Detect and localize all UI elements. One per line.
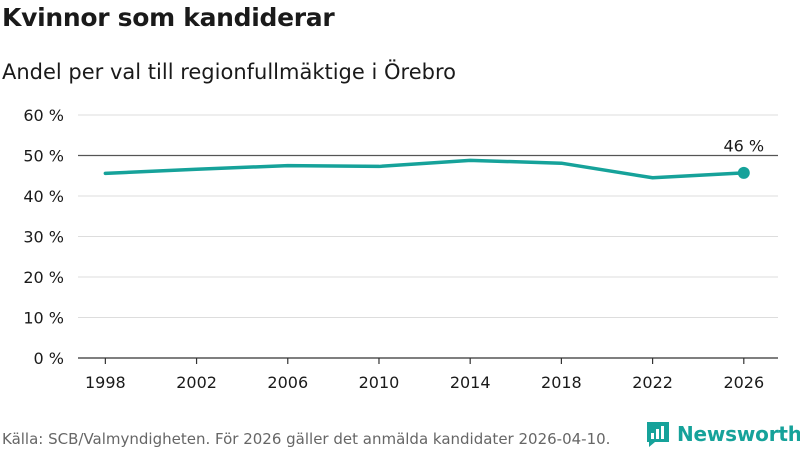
x-tick-label: 2010 <box>359 373 400 392</box>
y-tick-label: 20 % <box>23 268 64 287</box>
y-tick-label: 0 % <box>34 349 64 368</box>
brand-logo: Newsworthy <box>645 420 800 448</box>
x-tick-label: 2002 <box>176 373 217 392</box>
series-line <box>103 158 746 180</box>
y-tick-label: 10 % <box>23 309 64 328</box>
x-tick-label: 1998 <box>85 373 126 392</box>
y-tick-label: 40 % <box>23 187 64 206</box>
chart-title: Kvinnor som kandiderar <box>2 3 335 32</box>
line-chart: 0 % 10 % 20 % 30 % 40 % 50 % 60 % 1998 2002 2006 2… <box>23 106 778 392</box>
y-tick-label: 30 % <box>23 228 64 247</box>
x-tick-label: 2006 <box>267 373 308 392</box>
source-note: Källa: SCB/Valmyndigheten. För 2026 gäll… <box>2 430 611 448</box>
x-tick-label: 2026 <box>723 373 764 392</box>
y-tick-label: 50 % <box>23 147 64 166</box>
end-point-marker <box>737 166 750 179</box>
brand-name: Newsworthy <box>677 422 800 446</box>
chart-subtitle: Andel per val till regionfullmäktige i Ö… <box>2 60 456 84</box>
newsworthy-logo-icon <box>647 422 669 447</box>
x-tick-label: 2018 <box>541 373 582 392</box>
y-tick-label: 60 % <box>23 106 64 125</box>
x-tick-label: 2022 <box>632 373 673 392</box>
end-value-label: 46 % <box>723 137 764 156</box>
x-tick-label: 2014 <box>450 373 491 392</box>
